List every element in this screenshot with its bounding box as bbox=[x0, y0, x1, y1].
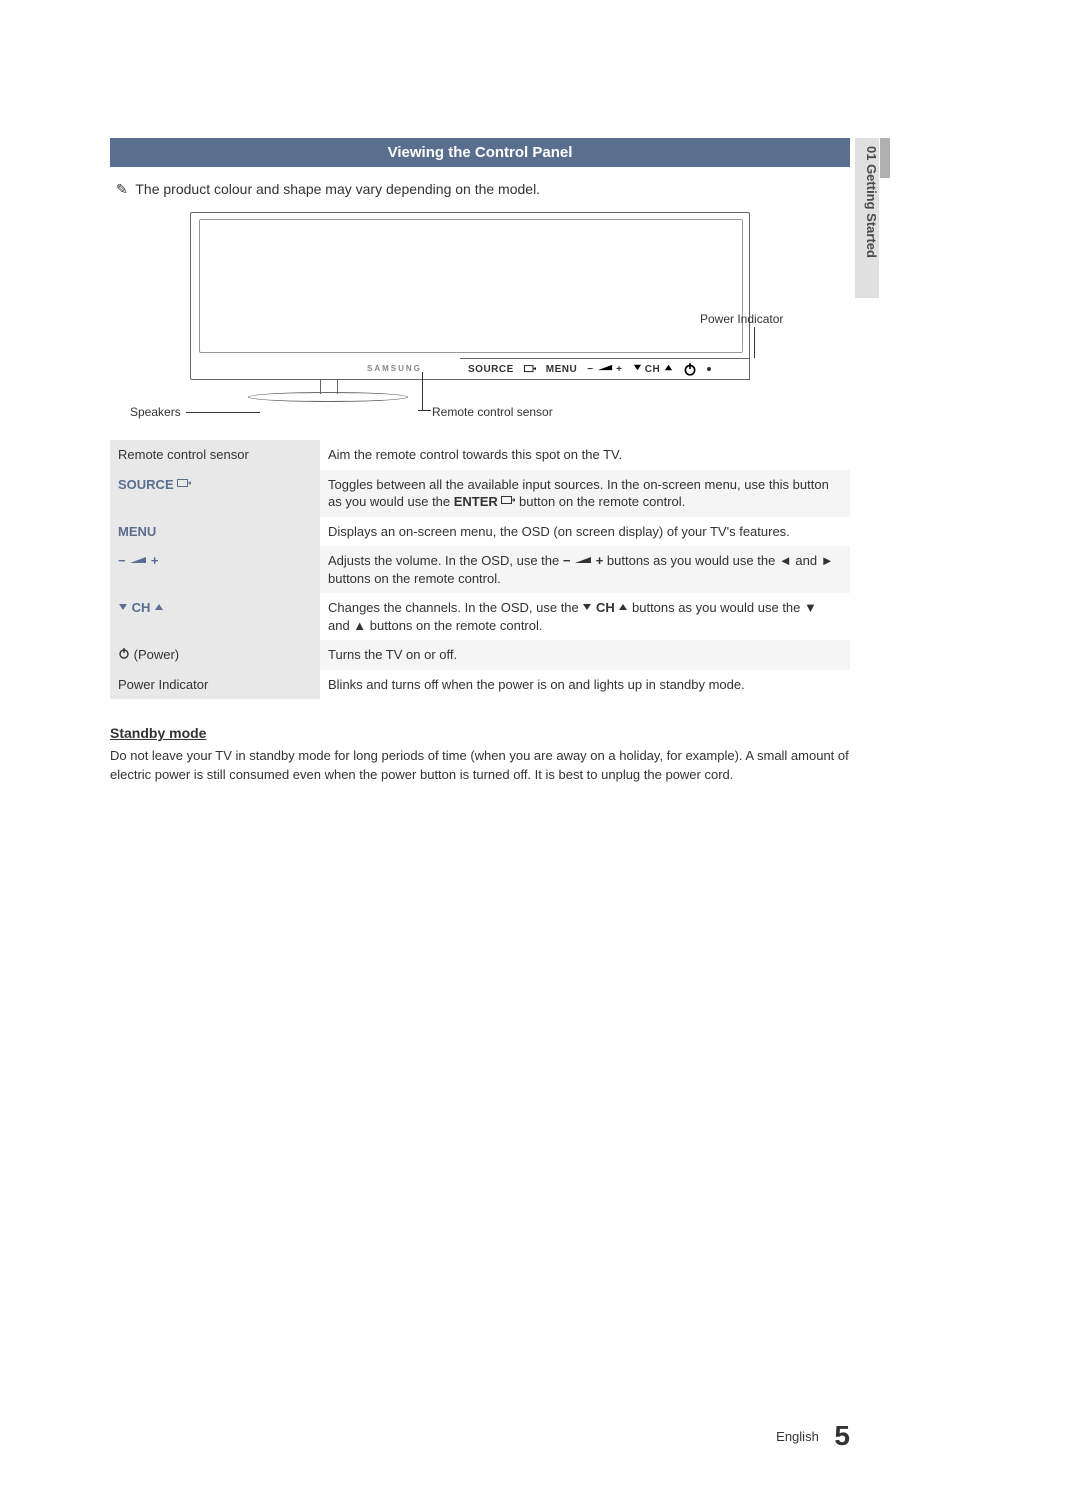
tv-diagram: SAMSUNG SOURCE MENU − + CH Power Indicat… bbox=[130, 212, 830, 422]
control-description: Changes the channels. In the OSD, use th… bbox=[320, 593, 850, 640]
section-header: Viewing the Control Panel bbox=[110, 138, 850, 167]
standby-heading: Standby mode bbox=[110, 725, 850, 741]
enter-icon bbox=[524, 365, 536, 374]
table-row: (Power)Turns the TV on or off. bbox=[110, 640, 850, 670]
tv-screen bbox=[199, 219, 743, 353]
power-icon bbox=[683, 362, 697, 376]
standby-text: Do not leave your TV in standby mode for… bbox=[110, 747, 850, 783]
callout-line bbox=[422, 372, 423, 410]
controls-table: Remote control sensorAim the remote cont… bbox=[110, 440, 850, 699]
control-description: Turns the TV on or off. bbox=[320, 640, 850, 670]
table-row: Remote control sensorAim the remote cont… bbox=[110, 440, 850, 470]
side-bar-accent bbox=[880, 138, 890, 178]
control-description: Displays an on-screen menu, the OSD (on … bbox=[320, 517, 850, 547]
strip-vol: − + bbox=[587, 363, 622, 375]
footer-language: English bbox=[776, 1429, 819, 1444]
control-description: Aim the remote control towards this spot… bbox=[320, 440, 850, 470]
note-icon: ✎ bbox=[116, 181, 128, 197]
note-line: ✎ The product colour and shape may vary … bbox=[110, 181, 850, 198]
control-label: CH bbox=[110, 593, 320, 640]
tv-bezel: SAMSUNG bbox=[190, 212, 750, 380]
table-row: SOURCE Toggles between all the available… bbox=[110, 470, 850, 517]
tv-stand-base bbox=[248, 392, 408, 402]
strip-power-indicator-dot bbox=[707, 367, 711, 371]
callout-line bbox=[754, 327, 755, 358]
control-label: MENU bbox=[110, 517, 320, 547]
tv-brand: SAMSUNG bbox=[367, 364, 422, 373]
page-content: Viewing the Control Panel ✎ The product … bbox=[110, 138, 850, 784]
callout-sensor: Remote control sensor bbox=[432, 405, 553, 419]
control-label: − + bbox=[110, 546, 320, 593]
control-strip: SOURCE MENU − + CH bbox=[460, 358, 750, 380]
control-label: (Power) bbox=[110, 640, 320, 670]
footer-page-number: 5 bbox=[834, 1420, 850, 1451]
table-row: Power IndicatorBlinks and turns off when… bbox=[110, 670, 850, 700]
page-footer: English 5 bbox=[110, 1420, 850, 1452]
note-text: The product colour and shape may vary de… bbox=[135, 181, 540, 197]
control-description: Adjusts the volume. In the OSD, use the … bbox=[320, 546, 850, 593]
table-row: MENUDisplays an on-screen menu, the OSD … bbox=[110, 517, 850, 547]
control-description: Toggles between all the available input … bbox=[320, 470, 850, 517]
table-row: CH Changes the channels. In the OSD, use… bbox=[110, 593, 850, 640]
callout-line bbox=[186, 412, 260, 413]
control-label: Remote control sensor bbox=[110, 440, 320, 470]
callout-power-indicator: Power Indicator bbox=[700, 312, 783, 326]
control-description: Blinks and turns off when the power is o… bbox=[320, 670, 850, 700]
strip-ch: CH bbox=[633, 363, 673, 375]
callout-line bbox=[418, 410, 431, 411]
callout-speakers: Speakers bbox=[130, 405, 181, 419]
control-label: SOURCE bbox=[110, 470, 320, 517]
strip-source: SOURCE bbox=[468, 364, 514, 375]
side-tab-label: 01 Getting Started bbox=[855, 146, 879, 258]
table-row: − +Adjusts the volume. In the OSD, use t… bbox=[110, 546, 850, 593]
strip-menu: MENU bbox=[546, 364, 577, 375]
control-label: Power Indicator bbox=[110, 670, 320, 700]
